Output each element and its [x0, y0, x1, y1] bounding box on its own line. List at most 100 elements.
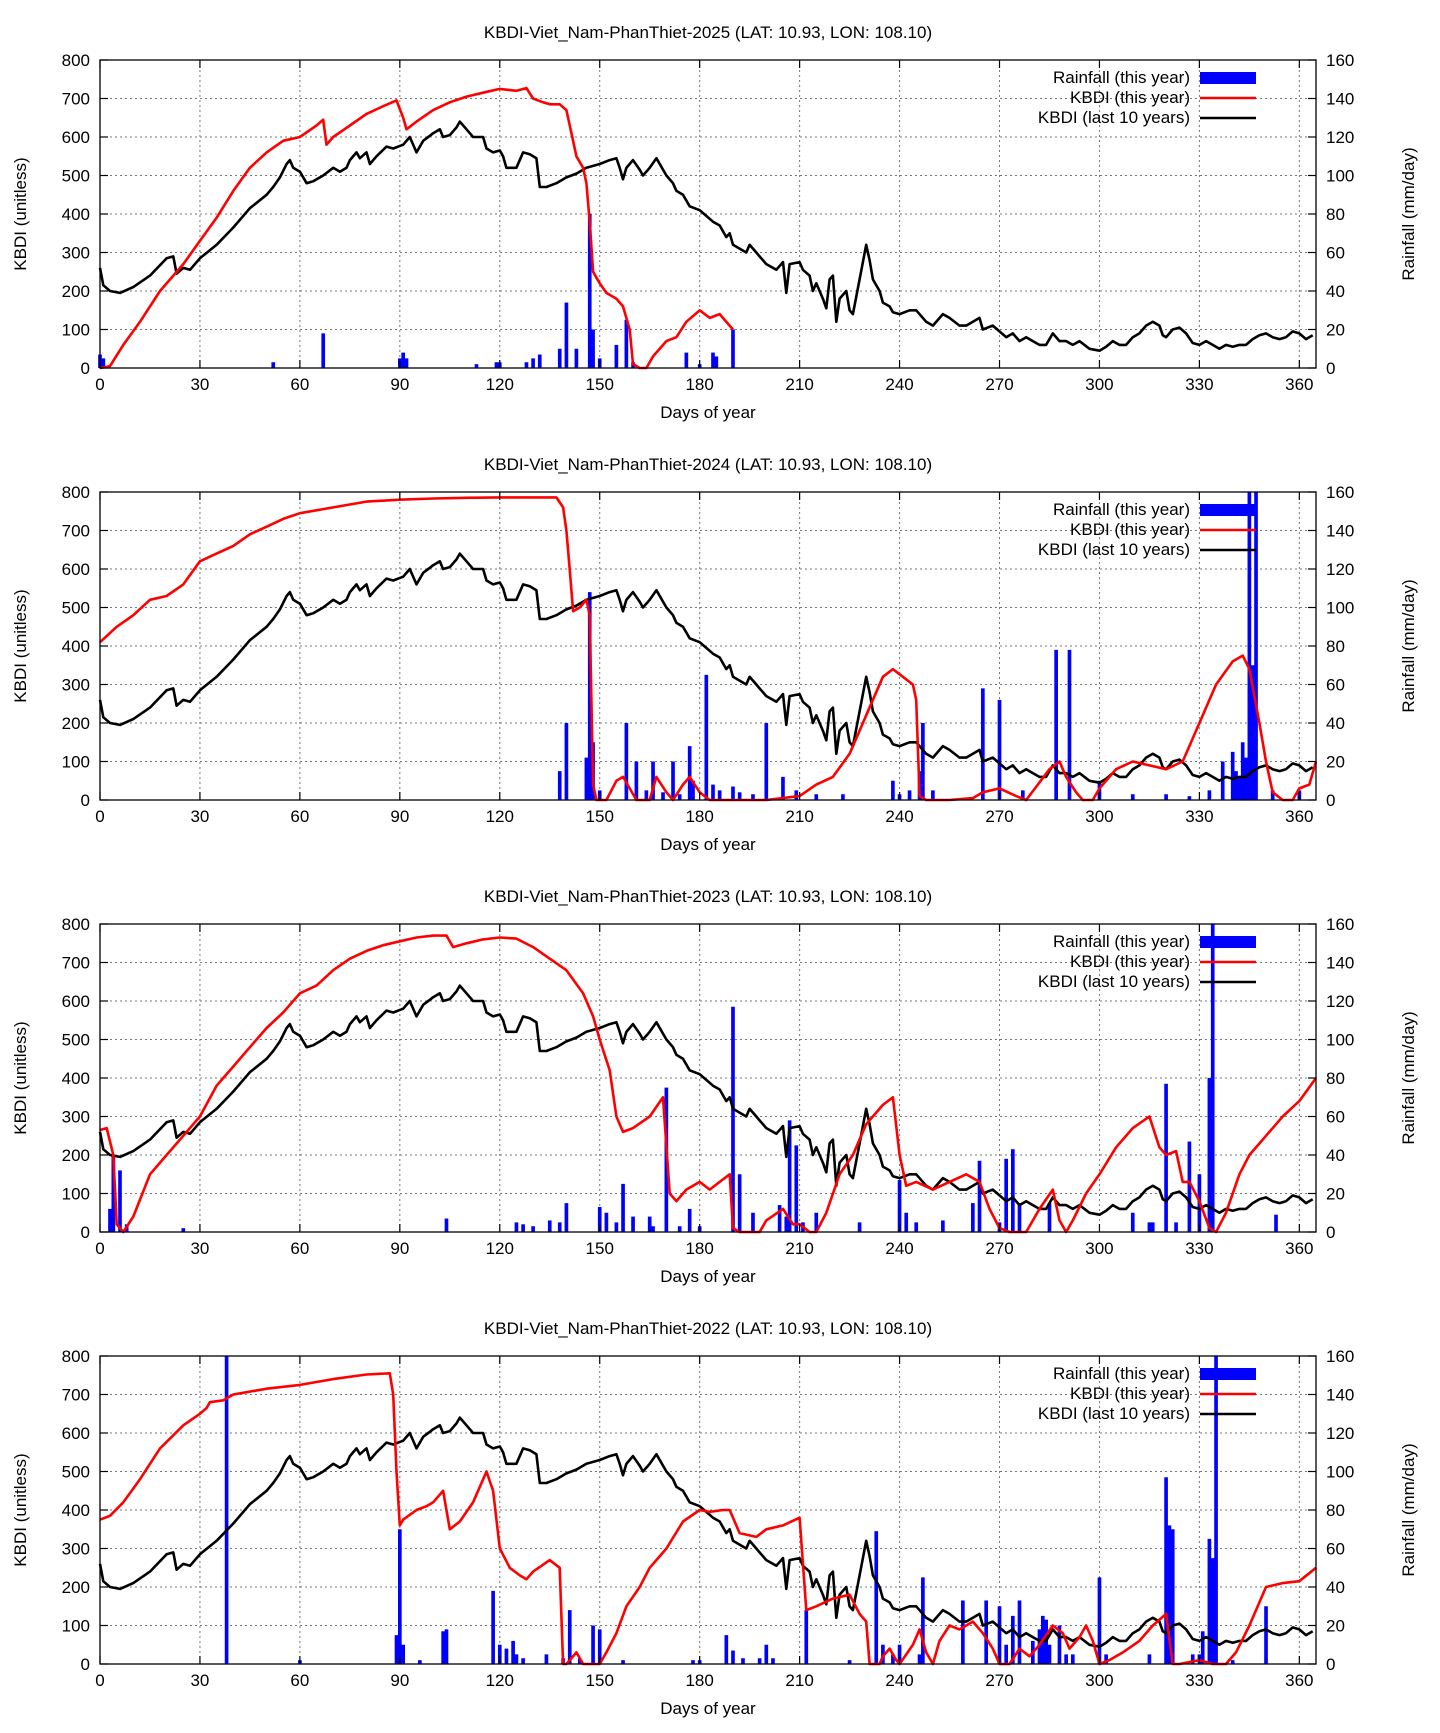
x-tick-label: 330: [1185, 807, 1213, 826]
rainfall-bar: [531, 1226, 535, 1232]
rainfall-bar: [1207, 790, 1212, 800]
kbdi-this-year-line: [99, 934, 1318, 1234]
rainfall-bar: [1250, 665, 1255, 800]
y-tick-label: 100: [62, 753, 90, 772]
y-tick-label: 400: [62, 205, 90, 224]
x-tick-label: 0: [95, 807, 104, 826]
y-tick-label-right: 120: [1326, 992, 1354, 1011]
x-tick-label: 120: [486, 807, 514, 826]
rainfall-bar: [634, 761, 639, 800]
rainfall-bar: [1047, 1203, 1052, 1232]
y-tick-label: 800: [62, 483, 90, 502]
y-axis-right: 0 20 40 60 80 100 120 140 160: [1308, 483, 1354, 810]
rainfall-bar: [524, 362, 529, 368]
y-tick-label-right: 160: [1326, 483, 1354, 502]
kbdi-last-10-years-line: [98, 552, 1314, 785]
rainfall-bar: [557, 771, 562, 800]
rainfall-bar: [684, 352, 689, 368]
chart-title: KBDI-Viet_Nam-PhanThiet-2023 (LAT: 10.93…: [484, 887, 932, 906]
rainfall-bar: [1247, 492, 1252, 800]
rainfall-bar: [587, 592, 592, 800]
x-tick-label: 150: [586, 1671, 614, 1690]
x-tick-label: 270: [985, 1239, 1013, 1258]
x-tick-label: 240: [885, 807, 913, 826]
y-tick-label-right: 80: [1326, 1069, 1345, 1088]
y-axis-right: 0 20 40 60 80 100 120 140 160: [1308, 915, 1354, 1242]
rainfall-bar: [771, 1658, 775, 1664]
rainfall-bar: [624, 319, 629, 368]
x-axis-label: Days of year: [660, 403, 756, 422]
rainfall-bar: [394, 1635, 399, 1664]
rainfall-bar: [977, 1160, 982, 1232]
rainfall-bar: [1017, 1600, 1022, 1664]
chart-title: KBDI-Viet_Nam-PhanThiet-2024 (LAT: 10.93…: [484, 455, 932, 474]
rainfall-bar: [691, 780, 695, 800]
x-tick-label: 90: [390, 375, 409, 394]
rainfall-bar: [1230, 751, 1235, 800]
kbdi-panel-4: KBDI-Viet_Nam-PhanThiet-2022 (LAT: 10.93…: [11, 1319, 1418, 1718]
rainfall-bar: [737, 1174, 742, 1232]
rainfall-bar: [181, 1228, 186, 1232]
x-axis-label: Days of year: [660, 835, 756, 854]
rainfall-bar: [651, 761, 655, 800]
x-tick-label: 150: [586, 807, 614, 826]
kbdi-panel-2: KBDI-Viet_Nam-PhanThiet-2024 (LAT: 10.93…: [11, 455, 1418, 854]
rainfall-bar: [704, 674, 709, 800]
rainfall-bar: [731, 1650, 735, 1664]
rainfall-bar: [564, 302, 569, 368]
rainfall-bar: [751, 794, 755, 800]
rainfall-bar: [847, 1660, 852, 1664]
rainfall-bar: [441, 1631, 445, 1664]
rainfall-bar: [557, 348, 562, 368]
rainfall-bar: [511, 1640, 515, 1664]
y-axis-left: 0 100 200 300 400 500 600 700 800: [62, 915, 108, 1242]
rainfall-bar: [737, 792, 742, 800]
y-tick-label: 300: [62, 1108, 90, 1127]
y-tick-label: 800: [62, 915, 90, 934]
rainfall-bar: [624, 723, 629, 800]
x-axis: 0 30 60 90 120 150 180 210 240 270 300 330 360: [95, 924, 1314, 1258]
rainfall-bar: [1230, 1660, 1235, 1664]
legend-label: KBDI (last 10 years): [1038, 1404, 1190, 1423]
rainfall-bar: [921, 723, 925, 800]
legend-label: KBDI (last 10 years): [1038, 972, 1190, 991]
rainfall-bar: [804, 1610, 809, 1664]
rainfall-bar: [1190, 1654, 1195, 1664]
rainfall-bar: [891, 780, 895, 800]
rainfall-bar: [711, 352, 715, 368]
rainfall-bar: [1170, 1529, 1175, 1664]
rainfall-bar: [118, 1170, 122, 1232]
y-tick-label: 500: [62, 599, 90, 618]
rainfall-bar: [504, 1648, 509, 1664]
rainfall-bar: [108, 1208, 112, 1232]
y-tick-label: 500: [62, 1031, 90, 1050]
rainfall-bar: [971, 1203, 975, 1232]
rainfall-bar: [691, 1660, 695, 1664]
rainfall-bar: [521, 1658, 525, 1664]
rainfall-bar: [1244, 757, 1248, 800]
legend-swatch-rainfall: [1200, 504, 1256, 516]
y-tick-label-right: 60: [1326, 1108, 1345, 1127]
kbdi-last-10-years-line: [98, 120, 1314, 353]
rainfall-bar: [1150, 1222, 1155, 1232]
y-tick-label: 300: [62, 1540, 90, 1559]
rainfall-bar: [1274, 1214, 1278, 1232]
rainfall-bar: [587, 214, 592, 368]
rainfall-bar: [1214, 1356, 1218, 1664]
x-tick-label: 150: [586, 1239, 614, 1258]
x-tick-label: 330: [1185, 375, 1213, 394]
rainfall-bar: [491, 1590, 495, 1664]
rainfall-bar: [731, 1006, 735, 1232]
y-tick-label-right: 60: [1326, 676, 1345, 695]
x-axis-label: Days of year: [660, 1699, 756, 1718]
y-axis-label-left: KBDI (unitless): [11, 157, 30, 270]
x-tick-label: 60: [290, 375, 309, 394]
rainfall-bar: [764, 723, 769, 800]
y-tick-label: 500: [62, 1463, 90, 1482]
rainfall-bar: [787, 1120, 792, 1232]
x-tick-label: 180: [685, 375, 713, 394]
rainfall-bar: [564, 1203, 569, 1232]
x-tick-label: 240: [885, 1671, 913, 1690]
y-tick-label-right: 60: [1326, 244, 1345, 263]
